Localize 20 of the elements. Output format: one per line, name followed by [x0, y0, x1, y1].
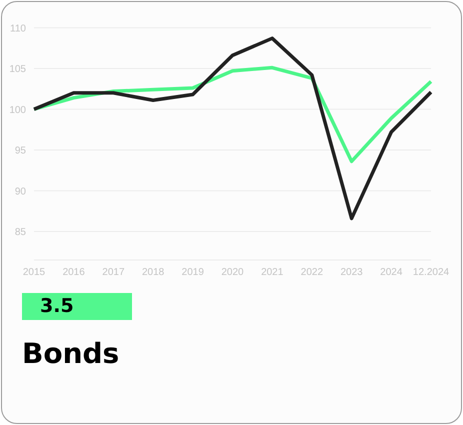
text: Bonds — [22, 337, 120, 370]
x-tick-label: 2015 — [22, 267, 46, 278]
x-tick-label: 2021 — [261, 267, 284, 278]
y-tick-label: 105 — [9, 64, 26, 76]
x-tick-label: 12.2024 — [412, 267, 450, 278]
y-tick-label: 95 — [14, 146, 26, 157]
y-tick-label: 110 — [10, 23, 26, 34]
text: 3.5 — [22, 293, 132, 320]
x-tick-label: 2020 — [221, 267, 244, 278]
x-tick-label: 2024 — [380, 267, 403, 278]
x-tick-label: 2017 — [102, 267, 125, 278]
x-tick-label: 2019 — [182, 267, 204, 278]
y-tick-label: 90 — [14, 186, 26, 198]
y-tick-label: 100 — [9, 104, 26, 116]
x-tick-label: 2016 — [62, 267, 86, 278]
x-tick-label: 2018 — [142, 267, 165, 278]
line-series — [32, 36, 433, 220]
x-tick-label: 2023 — [340, 267, 364, 278]
x-tick-label: 2022 — [300, 267, 324, 278]
y-tick-label: 85 — [14, 227, 26, 238]
